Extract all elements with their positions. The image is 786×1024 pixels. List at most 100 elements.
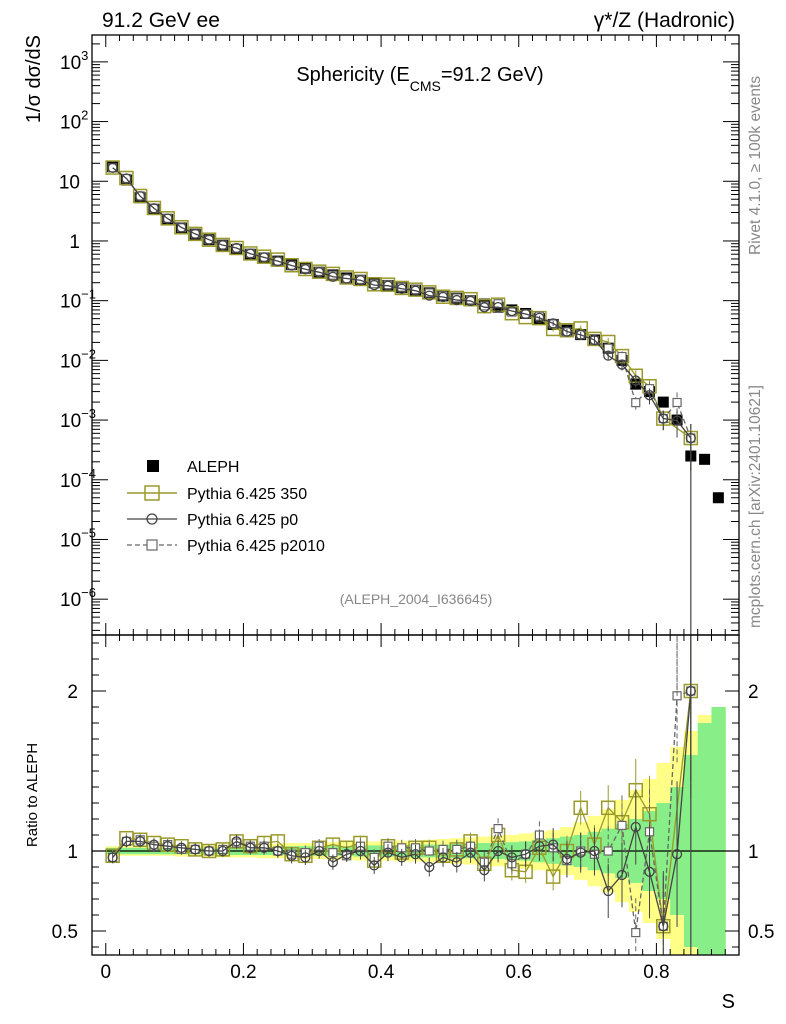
point-ratio_350: [587, 331, 602, 347]
ratio-point-ratio_p0: [616, 869, 628, 881]
ratio-point-ratio_350: [545, 869, 561, 884]
ratio-tick-label: 1: [67, 842, 78, 863]
point-ratio_p0: [451, 294, 462, 306]
point-ratio_350: [215, 237, 231, 253]
ratio-point-ratio_p0: [369, 860, 380, 871]
uncertainty-band-green: [697, 723, 712, 955]
point-ratio_p0: [148, 203, 160, 214]
point-ratio_p0: [286, 260, 297, 271]
ratio-point-ratio_p0: [644, 866, 655, 877]
ratio-point-ratio_350: [600, 800, 616, 816]
ratio-tick-label: 2: [67, 682, 78, 703]
point-ratio_p0: [589, 334, 600, 346]
header-right: γ*/Z (Hadronic): [594, 9, 735, 32]
point-ratio_p0: [616, 359, 628, 370]
ratio-point-ratio_p0: [548, 839, 559, 850]
point-ratio_p0: [162, 213, 173, 224]
y-tick-label: 102: [60, 108, 88, 134]
ratio-point-ratio_p0: [451, 857, 462, 868]
ratio-tick-label-right: 0.5: [748, 922, 774, 943]
point-ratio_350: [284, 258, 299, 273]
point-ratio_p0: [217, 240, 228, 251]
ratio-point-ratio_p0: [382, 847, 394, 858]
point-ratio_350: [174, 219, 189, 235]
legend-label-350: Pythia 6.425 350: [187, 486, 307, 503]
ratio-plot-panel: 0 0.2 0.4 0.6 0.8 0.5 0.5 1 1 2 2 Ratio to ALEPH: [24, 634, 774, 983]
ratio-point-ratio_p0: [671, 849, 683, 860]
ratio-point-ratio_p2010: [424, 846, 434, 856]
ratio-point-ratio_p0: [286, 850, 297, 861]
point-ratio_350: [201, 232, 217, 247]
x-tick-label: 0.6: [506, 962, 532, 983]
point-ratio_p0: [341, 273, 352, 284]
y-tick-label: 10−1: [60, 287, 96, 313]
point-ratio_350: [187, 226, 203, 242]
point-ratio_p0: [437, 291, 449, 303]
x-axis-label: S: [722, 991, 735, 1013]
ratio-point-ratio_p0: [341, 849, 352, 860]
ratio-point-ratio_p0: [658, 921, 669, 932]
plot-title: Sphericity (ECMS=91.2 GeV): [296, 64, 543, 94]
ratio-point-ratio_350: [187, 842, 203, 857]
point-ratio_350: [243, 246, 258, 261]
ratio-point-ratio_p0: [561, 853, 573, 865]
y-tick-label: 1: [69, 232, 80, 253]
point-ratio_p2010: [617, 351, 627, 362]
ratio-point-ratio_p0: [107, 852, 118, 863]
ratio-point-ratio_p0: [190, 844, 201, 855]
ratio-point-ratio_p0: [272, 845, 283, 857]
point-ratio_p0: [424, 290, 435, 301]
line-ratio_p0: [112, 167, 692, 439]
point-ratio_p0: [245, 248, 256, 259]
ratio-point-ratio_p2010: [617, 820, 627, 831]
ratio-tick-label-right: 1: [748, 842, 759, 863]
point-ratio_p2010: [631, 398, 641, 408]
ratio-point-ratio_p0: [437, 852, 449, 863]
point-ratio_p0: [520, 308, 531, 320]
ratio-point-ratio_p0: [630, 821, 641, 833]
legend-marker-aleph: [147, 460, 159, 472]
point-ratio_p0: [644, 390, 655, 401]
data-point-aleph: [699, 453, 711, 465]
point-ratio_350: [160, 211, 175, 226]
ratio-plot-frame: [91, 634, 740, 956]
ratio-point-ratio_p0: [217, 845, 228, 857]
ratio-tick-label: 0.5: [52, 922, 78, 943]
ratio-point-ratio_p0: [176, 842, 187, 853]
point-ratio_p0: [465, 295, 476, 307]
ratio-point-ratio_p0: [313, 845, 325, 857]
point-ratio_p0: [272, 255, 283, 267]
legend-label-p2010: Pythia 6.425 p2010: [187, 538, 325, 555]
ratio-point-ratio_p0: [203, 845, 215, 857]
x-tick-label: 0.8: [643, 962, 669, 983]
point-ratio_350: [146, 200, 162, 216]
ratio-y-axis-label: Ratio to ALEPH: [24, 743, 41, 847]
point-ratio_p0: [575, 329, 586, 341]
line-ratio_p2010: [112, 167, 692, 439]
point-ratio_p0: [313, 267, 325, 278]
ratio-point-ratio_p2010: [493, 823, 503, 834]
point-ratio_p0: [176, 222, 187, 233]
ratio-point-ratio_p2010: [603, 846, 613, 856]
ratio-point-ratio_p0: [520, 849, 531, 860]
ratio-point-ratio_p0: [231, 836, 242, 847]
point-ratio_p0: [369, 279, 380, 291]
point-ratio_p0: [410, 285, 421, 296]
ratio-point-ratio_p0: [162, 841, 173, 852]
ratio-point-ratio_p0: [534, 841, 545, 852]
point-ratio_p0: [548, 318, 559, 329]
ratio-point-ratio_p0: [424, 861, 435, 873]
ratio-point-ratio_350: [573, 800, 588, 816]
point-ratio_350: [105, 160, 120, 175]
point-ratio_p0: [121, 173, 132, 184]
legend-label-p0: Pythia 6.425 p0: [187, 512, 298, 529]
point-ratio_p0: [258, 252, 270, 263]
ratio-point-ratio_p0: [135, 836, 146, 847]
legend-label-aleph: ALEPH: [187, 459, 239, 476]
point-ratio_p0: [107, 162, 118, 173]
ratio-point-ratio_p0: [479, 865, 490, 876]
point-ratio_350: [119, 170, 134, 186]
point-ratio_p0: [231, 242, 242, 254]
point-ratio_p0: [492, 301, 504, 313]
